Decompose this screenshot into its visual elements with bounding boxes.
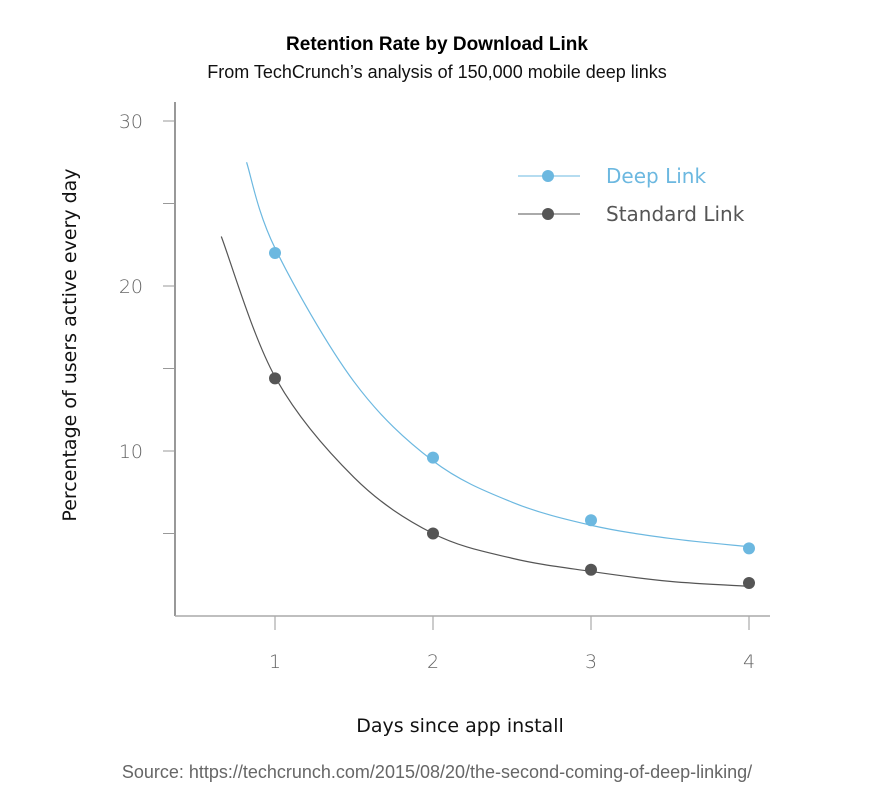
deep-link-point <box>585 514 597 527</box>
standard-link-trend-line <box>220 236 750 587</box>
deep-link-point <box>427 451 439 464</box>
x-tick-label: 3 <box>585 651 597 673</box>
y-tick-label: 20 <box>119 276 143 298</box>
standard-link-point <box>269 372 281 385</box>
standard-link-point <box>585 563 597 576</box>
standard-link-legend-marker <box>542 208 554 220</box>
chart-subtitle: From TechCrunch’s analysis of 150,000 mo… <box>207 62 667 82</box>
deep-link-legend-label: Deep Link <box>606 164 706 188</box>
deep-link-legend-marker <box>542 170 554 182</box>
source-note: Source: https://techcrunch.com/2015/08/2… <box>121 762 753 782</box>
standard-link-legend-label: Standard Link <box>606 202 745 226</box>
chart-title: Retention Rate by Download Link <box>286 34 588 55</box>
deep-link-trend-line <box>245 162 750 548</box>
deep-link-point <box>269 247 281 259</box>
y-tick-label: 30 <box>119 111 143 133</box>
x-tick-label: 4 <box>743 651 755 673</box>
standard-link-point <box>427 527 439 540</box>
y-axis-label: Percentage of users active every day <box>59 168 81 521</box>
standard-link-point <box>743 577 755 589</box>
x-tick-label: 1 <box>269 651 281 673</box>
deep-link-point <box>743 542 755 555</box>
y-tick-label: 10 <box>119 441 143 463</box>
x-tick-label: 2 <box>427 651 439 673</box>
x-axis-label: Days since app install <box>356 715 564 737</box>
